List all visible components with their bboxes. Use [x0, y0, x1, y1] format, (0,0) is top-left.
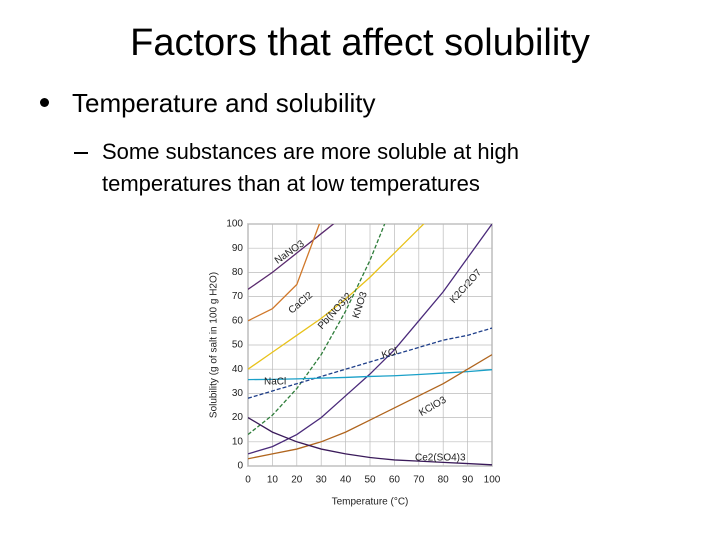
series-line: [248, 224, 321, 322]
x-tick-label: 0: [245, 475, 251, 486]
bullet: Temperature and solubility: [72, 88, 376, 118]
series-line: [248, 327, 492, 399]
y-tick-label: 0: [237, 461, 243, 472]
x-tick-label: 40: [340, 475, 352, 486]
x-tick-label: 30: [316, 475, 328, 486]
y-axis-label: Solubility (g of salt in 100 g H2O): [209, 272, 220, 418]
x-tick-label: 90: [462, 475, 474, 486]
series-line: [248, 224, 386, 436]
x-tick-label: 70: [413, 475, 425, 486]
series-line: [248, 224, 335, 290]
bullet-dot: [40, 98, 49, 107]
y-tick-label: 30: [232, 388, 244, 399]
series-line: [248, 417, 492, 466]
sub-bullet: Some substances are more soluble at high…: [102, 139, 520, 196]
x-tick-label: 100: [484, 475, 501, 486]
series-line: [248, 369, 492, 381]
slide-title: Factors that affect solubility: [130, 22, 590, 64]
y-tick-label: 10: [232, 436, 244, 447]
x-axis-label: Temperature (°C): [332, 497, 409, 508]
series-label: NaCl: [264, 377, 286, 388]
x-tick-label: 80: [438, 475, 450, 486]
y-tick-label: 100: [226, 219, 243, 230]
x-tick-label: 10: [267, 475, 279, 486]
y-tick-label: 50: [232, 340, 244, 351]
series-label: Ce2(SO4)3: [415, 453, 466, 464]
plot-lines: [248, 224, 492, 466]
x-tick-label: 20: [291, 475, 303, 486]
x-tick-label: 50: [364, 475, 376, 486]
y-tick-label: 60: [232, 315, 244, 326]
y-tick-label: 40: [232, 364, 244, 375]
sub-bullet-dash: [74, 152, 88, 154]
x-tick-label: 60: [389, 475, 401, 486]
y-tick-label: 80: [232, 267, 244, 278]
y-tick-label: 20: [232, 412, 244, 423]
series-line: [248, 354, 492, 460]
series-line: [248, 224, 425, 370]
y-tick-label: 90: [232, 243, 244, 254]
series-label: KCl: [380, 346, 399, 361]
y-tick-label: 70: [232, 291, 244, 302]
